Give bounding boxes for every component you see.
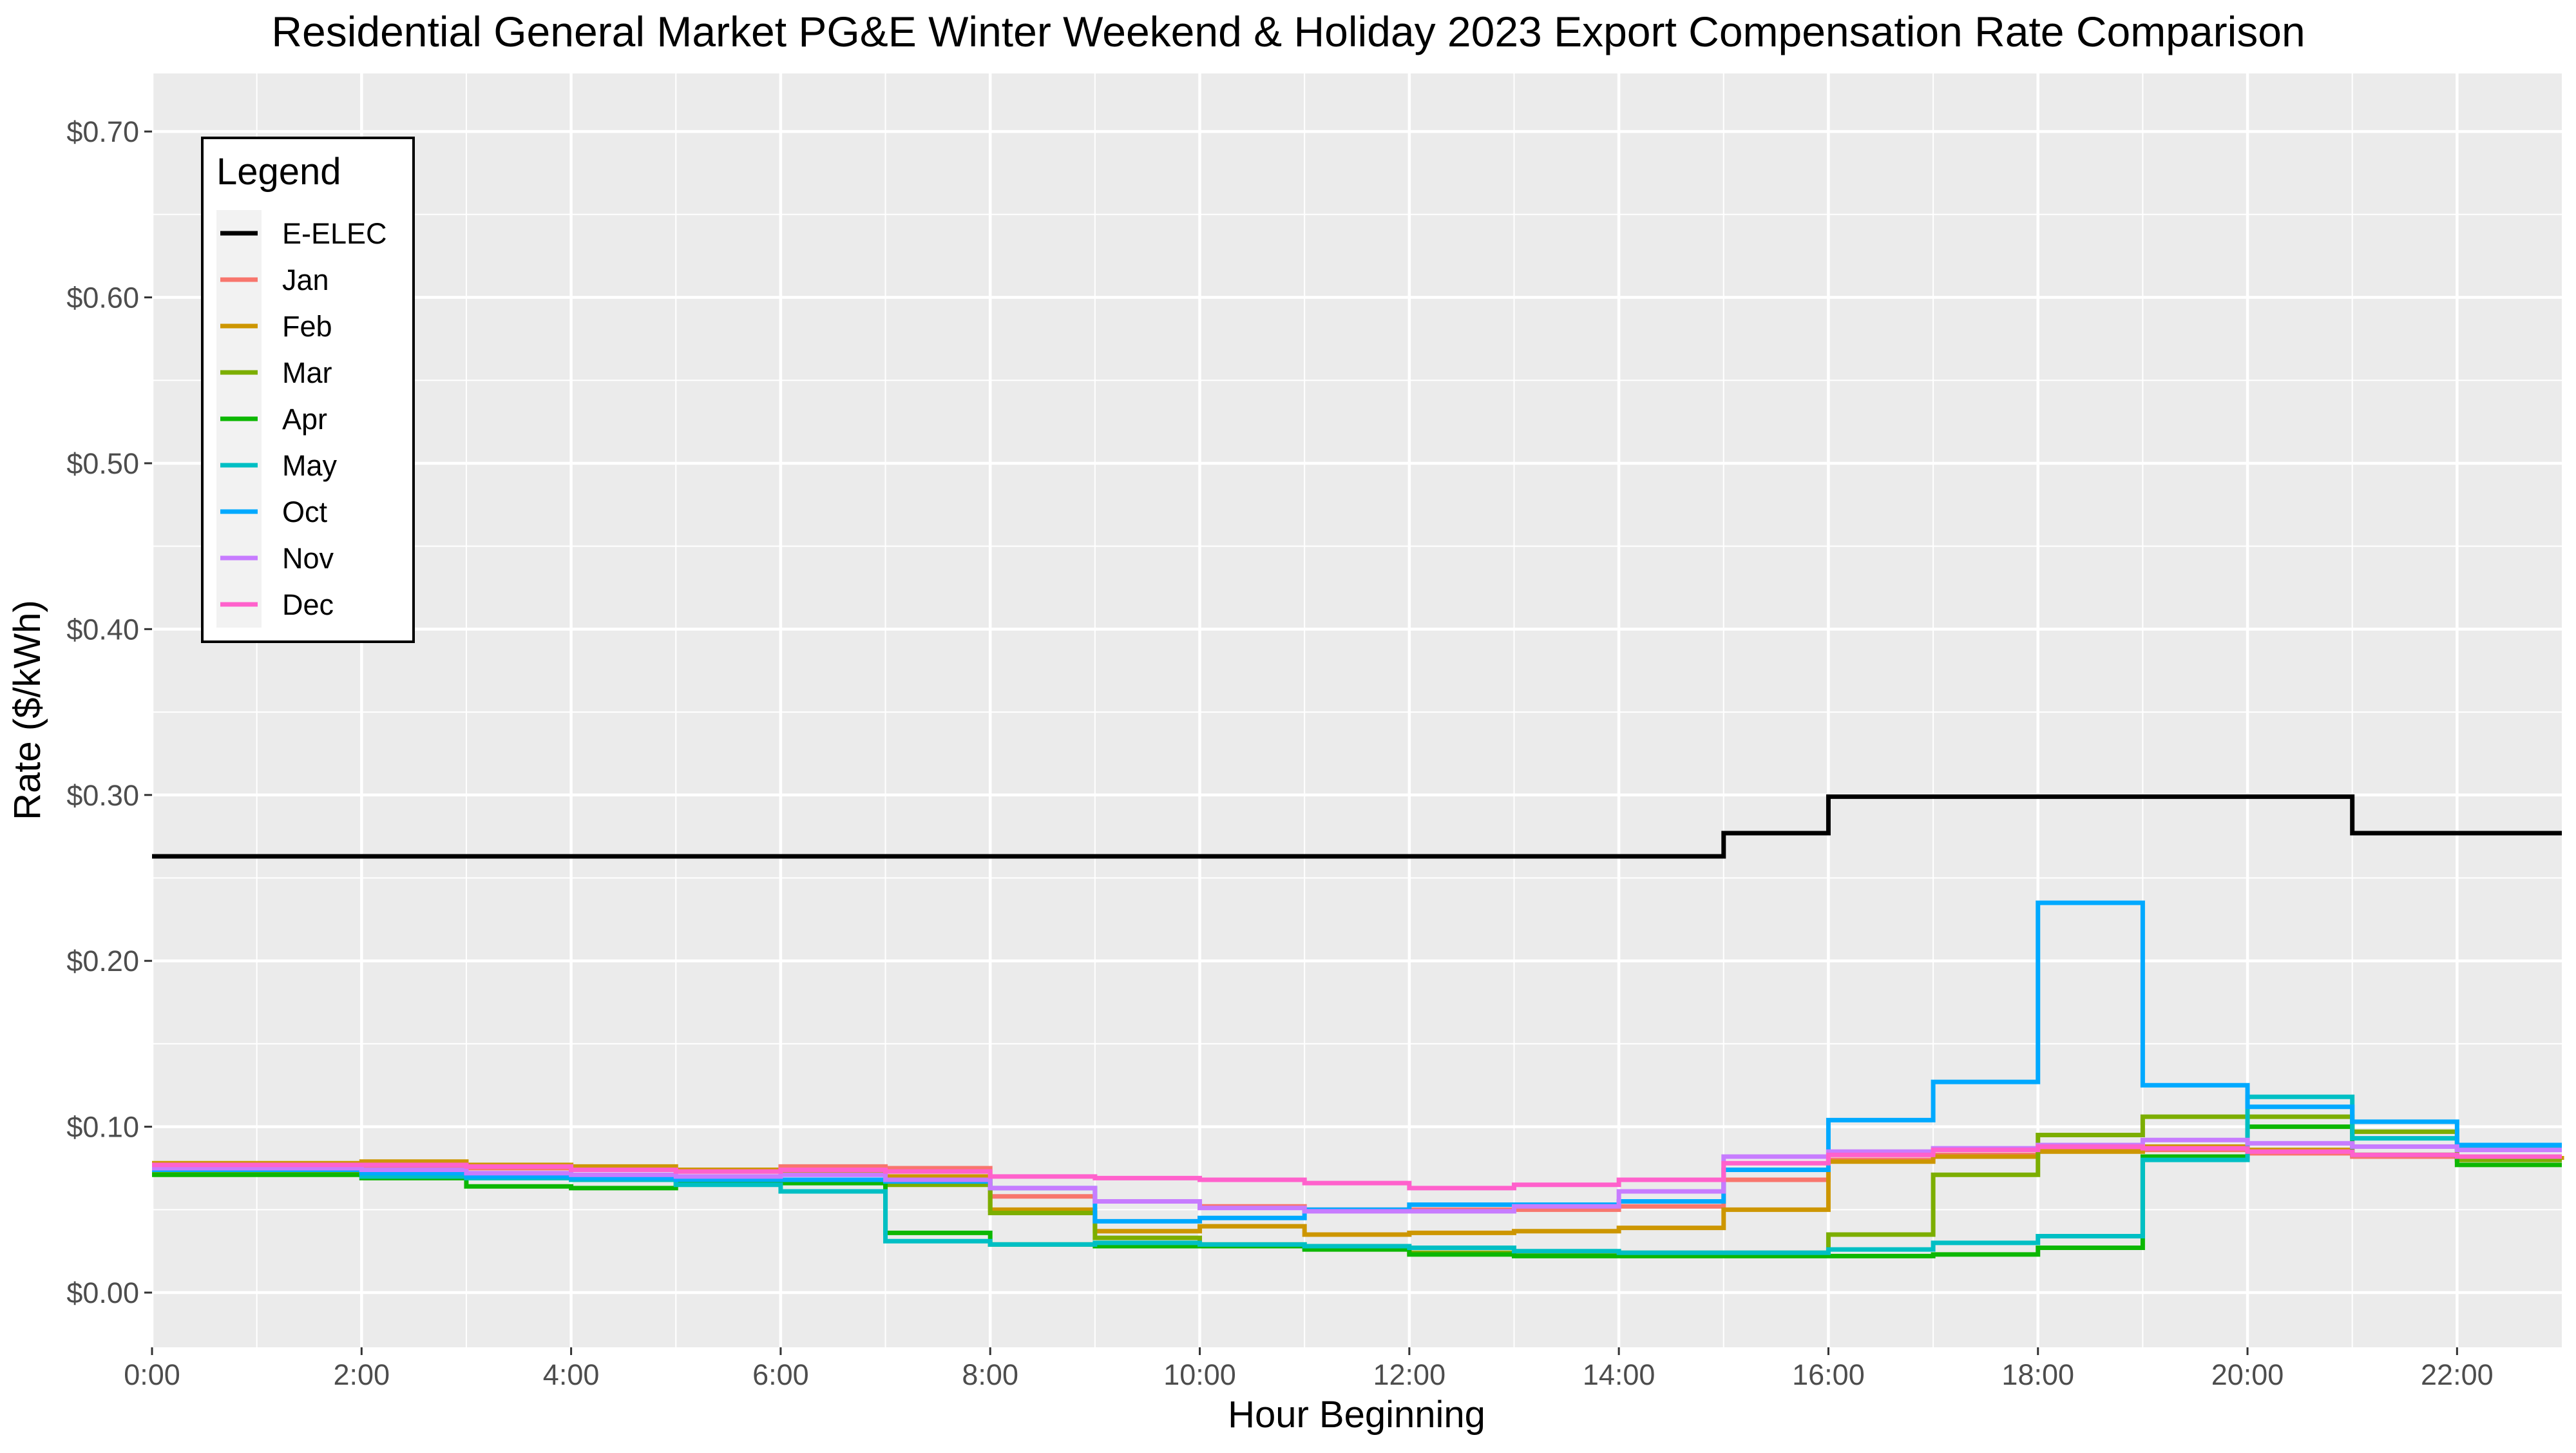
y-tick-label: $0.00 [66,1276,139,1309]
major-gridlines [150,73,2562,1347]
y-tick-label: $0.60 [66,282,139,314]
plot-panel [152,73,2562,1347]
x-tick-label: 2:00 [334,1358,390,1391]
x-tick-label: 16:00 [1792,1358,1865,1391]
y-tick-label: $0.50 [66,447,139,480]
x-tick-label: 8:00 [962,1358,1018,1391]
x-tick-label: 22:00 [2421,1358,2494,1391]
x-tick-label: 10:00 [1163,1358,1236,1391]
series-line-dec [152,1144,2562,1191]
legend-label-may: May [282,449,338,482]
x-tick-label: 18:00 [2001,1358,2074,1391]
legend: Legend E-ELEC Jan Feb Mar Apr May Oct Nov Dec [201,137,415,643]
x-tick-label: 4:00 [543,1358,600,1391]
legend-label-apr: Apr [282,403,327,436]
y-tick-label: $0.70 [66,115,139,148]
x-tick-label: 14:00 [1583,1358,1655,1391]
x-axis-label: Hour Beginning [1228,1394,1485,1436]
legend-label-jan: Jan [282,264,329,296]
x-tick-label: 6:00 [752,1358,809,1391]
legend-label-oct: Oct [282,496,328,528]
y-axis: $0.00 $0.10 $0.20 $0.30 $0.40 $0.50 $0.60 $0.70 [66,115,152,1309]
x-tick-label: 0:00 [124,1358,180,1391]
series-line-apr [152,1124,2562,1258]
legend-title: Legend [216,151,341,193]
y-tick-label: $0.40 [66,613,139,646]
legend-label-feb: Feb [282,310,332,343]
y-tick-label: $0.20 [66,945,139,977]
legend-label-e-elec: E-ELEC [282,217,387,250]
chart-title: Residential General Market PG&E Winter W… [271,8,2305,55]
x-tick-label: 12:00 [1373,1358,1446,1391]
series-line-e-elec [152,794,2562,859]
y-tick-label: $0.10 [66,1111,139,1144]
legend-items: E-ELEC Jan Feb Mar Apr May Oct Nov Dec [216,210,387,628]
legend-label-dec: Dec [282,588,334,621]
series-lines [152,794,2564,1258]
legend-label-mar: Mar [282,356,332,389]
x-axis: 0:00 2:00 4:00 6:00 8:00 10:00 12:00 14:00 16:00… [124,1347,2494,1391]
legend-label-nov: Nov [282,542,334,575]
series-line-nov [152,1137,2562,1214]
y-axis-label: Rate ($/kWh) [6,600,48,820]
y-tick-label: $0.30 [66,779,139,812]
x-tick-label: 20:00 [2211,1358,2284,1391]
